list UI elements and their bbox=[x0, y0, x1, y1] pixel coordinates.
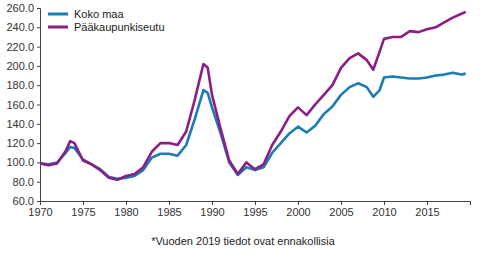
legend-item: Koko maa bbox=[48, 8, 124, 20]
x-tick-label: 1975 bbox=[71, 206, 95, 218]
y-tick: 160.0 bbox=[6, 99, 40, 111]
series-line bbox=[40, 73, 466, 179]
x-tick: 2005 bbox=[329, 201, 353, 218]
series-line bbox=[40, 12, 466, 180]
y-axis-line bbox=[37, 9, 41, 202]
x-tick-mark bbox=[427, 201, 428, 205]
y-tick-mark bbox=[37, 85, 40, 86]
x-tick-label: 1980 bbox=[114, 206, 138, 218]
x-tick-label: 2005 bbox=[329, 206, 353, 218]
legend-swatch bbox=[48, 26, 68, 29]
y-tick: 140.0 bbox=[6, 118, 40, 130]
legend-label: Koko maa bbox=[74, 8, 124, 20]
y-tick-mark bbox=[37, 124, 40, 125]
y-tick-label: 180.0 bbox=[6, 79, 34, 91]
x-tick-mark bbox=[212, 201, 213, 205]
y-tick: 220.0 bbox=[6, 41, 40, 53]
x-tick-label: 1990 bbox=[200, 206, 224, 218]
x-axis: 1970 1975 1980 1985 1990 1995 2000 2005 2010 2015 bbox=[28, 201, 470, 218]
y-tick-label: 140.0 bbox=[6, 118, 34, 130]
chart: 1970 1975 1980 1985 1990 1995 2000 2005 2010 2015… bbox=[0, 0, 494, 265]
y-tick: 100.0 bbox=[6, 156, 40, 168]
x-tick-label: 1970 bbox=[28, 206, 52, 218]
y-tick: 200.0 bbox=[6, 60, 40, 72]
annotation: *Vuoden 2019 tiedot ovat ennakollisia bbox=[151, 235, 336, 247]
legend-swatch bbox=[48, 13, 68, 16]
legend: Koko maaPääkaupunkiseutu bbox=[48, 8, 165, 33]
y-tick-mark bbox=[37, 143, 40, 144]
x-tick-mark bbox=[341, 201, 342, 205]
y-axis: 60.0 80.0 100.0 120.0 140.0 160.0 180.0 200.0 22… bbox=[6, 2, 40, 207]
legend-label: Pääkaupunkiseutu bbox=[74, 21, 165, 33]
y-tick-label: 240.0 bbox=[6, 21, 34, 33]
x-tick-mark bbox=[298, 201, 299, 205]
y-tick-label: 100.0 bbox=[6, 156, 34, 168]
y-tick-mark bbox=[37, 27, 40, 28]
legend-item: Pääkaupunkiseutu bbox=[48, 21, 165, 33]
x-axis-line bbox=[41, 202, 471, 206]
x-tick: 1990 bbox=[200, 201, 224, 218]
x-tick-label: 2000 bbox=[286, 206, 310, 218]
x-tick: 2015 bbox=[415, 201, 439, 218]
x-tick-mark bbox=[384, 201, 385, 205]
y-tick: 80.0 bbox=[13, 176, 40, 188]
y-tick-mark bbox=[37, 105, 40, 106]
x-tick: 2010 bbox=[372, 201, 396, 218]
x-tick-label: 2015 bbox=[415, 206, 439, 218]
y-tick-label: 60.0 bbox=[13, 195, 34, 207]
y-tick-mark bbox=[37, 182, 40, 183]
x-tick: 1985 bbox=[157, 201, 181, 218]
y-tick: 120.0 bbox=[6, 137, 40, 149]
y-tick-mark bbox=[37, 8, 40, 9]
x-tick-label: 1995 bbox=[243, 206, 267, 218]
y-tick: 260.0 bbox=[6, 2, 40, 14]
y-tick-mark bbox=[37, 47, 40, 48]
x-tick: 1995 bbox=[243, 201, 267, 218]
x-tick: 1975 bbox=[71, 201, 95, 218]
x-tick: 1980 bbox=[114, 201, 138, 218]
y-tick-label: 260.0 bbox=[6, 2, 34, 14]
y-tick-label: 80.0 bbox=[13, 176, 34, 188]
y-tick-label: 120.0 bbox=[6, 137, 34, 149]
y-tick-mark bbox=[37, 201, 40, 202]
x-tick-mark bbox=[169, 201, 170, 205]
x-tick-label: 2010 bbox=[372, 206, 396, 218]
y-tick: 60.0 bbox=[13, 195, 40, 207]
y-tick-label: 200.0 bbox=[6, 60, 34, 72]
x-tick-mark bbox=[83, 201, 84, 205]
y-tick-label: 220.0 bbox=[6, 41, 34, 53]
y-tick: 240.0 bbox=[6, 21, 40, 33]
y-tick-mark bbox=[37, 66, 40, 67]
x-tick: 2000 bbox=[286, 201, 310, 218]
y-tick-mark bbox=[37, 162, 40, 163]
series-group bbox=[40, 12, 466, 180]
x-tick-label: 1985 bbox=[157, 206, 181, 218]
x-tick-mark bbox=[255, 201, 256, 205]
plot: 1970 1975 1980 1985 1990 1995 2000 2005 2010 2015… bbox=[6, 2, 470, 218]
y-tick: 180.0 bbox=[6, 79, 40, 91]
x-tick-mark bbox=[126, 201, 127, 205]
y-tick-label: 160.0 bbox=[6, 99, 34, 111]
